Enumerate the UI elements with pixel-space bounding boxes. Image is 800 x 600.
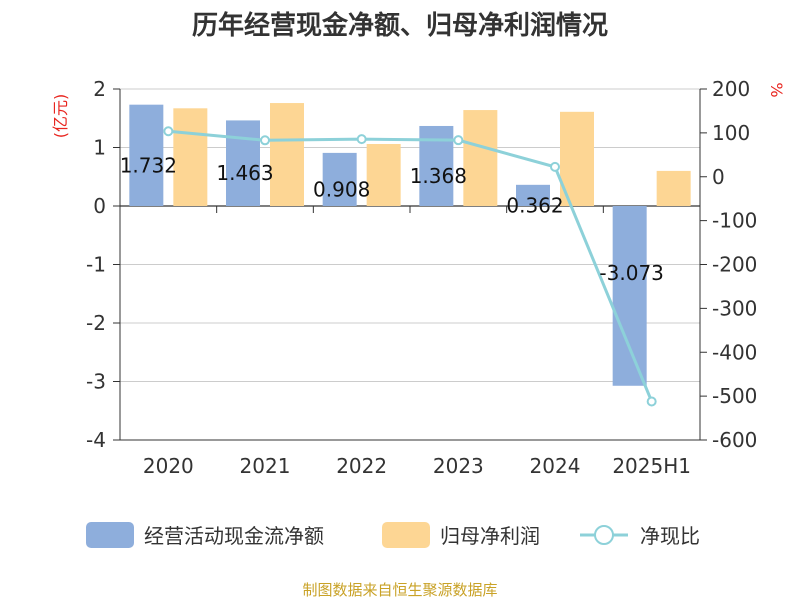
legend-label-ratio: 净现比 <box>640 524 700 548</box>
line-ratio <box>168 129 654 403</box>
y-axis-right: 200 100 0 -100 -200 -300 -400 -500 -600 <box>699 77 757 452</box>
data-label-cashflow: 1.463 <box>216 161 273 185</box>
y-right-tick-label: 100 <box>712 121 750 145</box>
y-axis-left: 2 1 0 -1 -2 -3 -4 <box>86 77 121 452</box>
y-right-tick-label: -500 <box>712 384 757 408</box>
y-right-tick-label: -100 <box>712 209 757 233</box>
bar-profit <box>366 143 401 206</box>
y-left-tick-label: 0 <box>93 194 106 218</box>
y-left-tick-label: -1 <box>86 253 106 277</box>
line-point-ratio <box>453 135 464 146</box>
y-right-tick-label: -400 <box>712 340 757 364</box>
bar-profit <box>463 110 498 206</box>
y-right-tick-label: 200 <box>712 77 750 101</box>
x-tick-label: 2020 <box>143 454 194 478</box>
data-label-cashflow: 0.362 <box>506 193 563 217</box>
x-axis: 2020 2021 2022 2023 2024 2025H1 <box>119 205 701 478</box>
x-tick-label: 2025H1 <box>612 454 691 478</box>
y-left-tick-label: -4 <box>86 428 106 452</box>
legend: 经营活动现金流净额 归母净利润 净现比 <box>86 522 700 548</box>
y-left-tick-label: 1 <box>93 136 106 160</box>
bar-cashflow <box>322 152 357 206</box>
y-left-tick-label: -3 <box>86 370 106 394</box>
bar-series <box>129 103 691 386</box>
line-point-ratio <box>646 396 657 407</box>
data-label-cashflow: -3.073 <box>599 261 663 285</box>
bar-cashflow <box>516 184 550 206</box>
line-point-ratio <box>163 126 174 137</box>
bar-profit <box>656 170 691 206</box>
data-source: 制图数据来自恒生聚源数据库 <box>302 581 497 599</box>
legend-label-cashflow: 经营活动现金流净额 <box>144 524 324 548</box>
y-left-tick-label: -2 <box>86 311 106 335</box>
bar-cashflow <box>129 104 164 206</box>
data-labels: 1.732 1.463 0.908 1.368 0.362 -3.073 <box>120 153 664 285</box>
line-point-ratio <box>260 135 270 146</box>
legend-marker-ratio <box>594 525 614 545</box>
y-right-tick-label: -200 <box>712 253 757 277</box>
legend-label-profit: 归母净利润 <box>440 524 540 548</box>
x-tick-label: 2021 <box>240 454 291 478</box>
y-right-tick-label: -300 <box>712 296 757 320</box>
y-right-tick-label: -600 <box>712 428 757 452</box>
data-label-cashflow: 0.908 <box>313 177 370 201</box>
bar-profit <box>173 108 208 206</box>
bar-cashflow <box>612 206 647 386</box>
data-label-cashflow: 1.368 <box>410 164 467 188</box>
y-left-tick-label: 2 <box>93 77 106 101</box>
bar-cashflow <box>226 120 260 206</box>
y-right-tick-label: 0 <box>712 165 725 189</box>
line-point-ratio <box>550 161 560 172</box>
x-tick-label: 2023 <box>433 454 484 478</box>
y-left-unit: (亿元) <box>51 94 70 139</box>
y-right-unit: % <box>767 82 786 97</box>
x-tick-label: 2022 <box>336 454 387 478</box>
line-point-ratio <box>356 134 367 145</box>
line-series <box>163 126 657 407</box>
x-tick-label: 2024 <box>530 454 581 478</box>
legend-swatch-profit <box>382 522 430 548</box>
data-label-cashflow: 1.732 <box>120 153 177 177</box>
chart-title: 历年经营现金净额、归母净利润情况 <box>192 10 608 41</box>
bar-profit <box>270 103 304 206</box>
legend-swatch-cashflow <box>86 522 134 548</box>
